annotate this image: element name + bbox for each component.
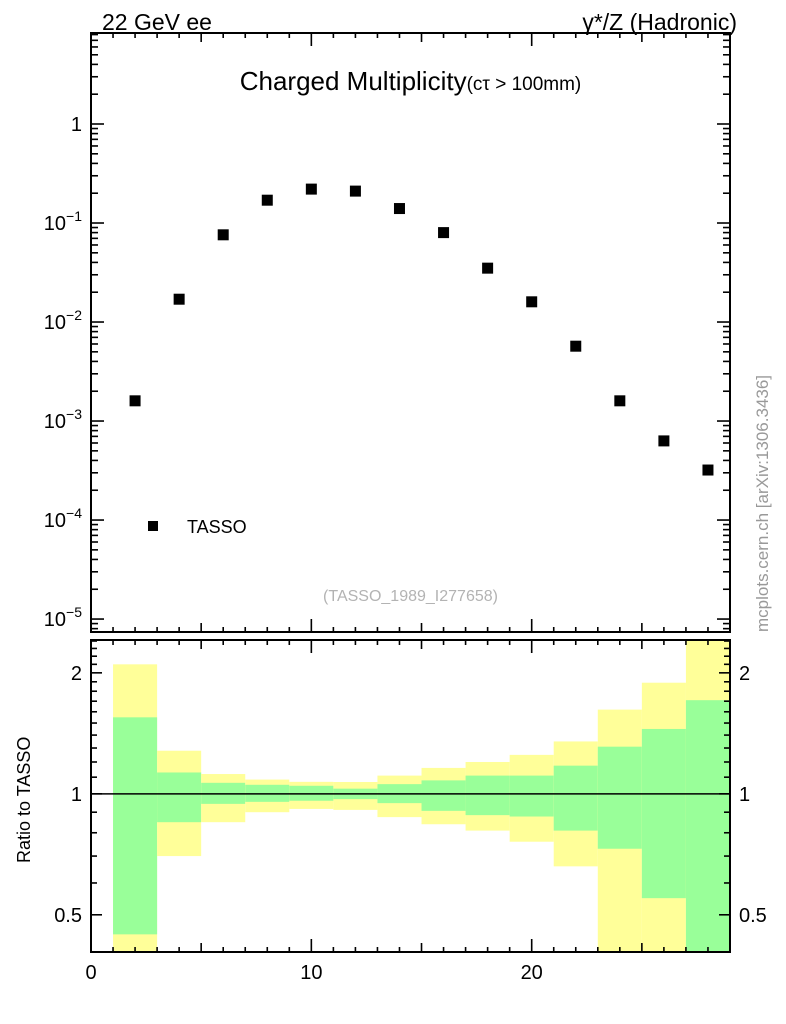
data-point-marker (393, 203, 405, 215)
process-label: γ*/Z (Hadronic) (582, 9, 737, 35)
data-point-marker (173, 293, 185, 305)
mcplots-arxiv-note: mcplots.cern.ch [arXiv:1306.3436] (753, 374, 772, 632)
data-point-marker (261, 194, 273, 206)
analysis-reference-watermark: (TASSO_1989_I277658) (323, 588, 498, 605)
x-tick-label: 0 (85, 962, 96, 984)
band-inner (157, 772, 202, 823)
band-inner (421, 780, 466, 811)
main-y-tick-label: 10−2 (44, 307, 82, 334)
data-point-marker (482, 262, 494, 274)
ratio-y-tick-label-left: 2 (71, 663, 82, 685)
main-y-ticks (90, 33, 731, 631)
data-point-marker (614, 395, 626, 407)
band-inner (553, 765, 598, 831)
main-y-tick-label: 10−5 (44, 604, 82, 631)
main-y-tick-label: 10−1 (44, 208, 82, 235)
ratio-axis-title: Ratio to TASSO (14, 736, 34, 863)
main-y-tick-label: 10−3 (44, 406, 82, 433)
ratio-plot: 0.5 0.51 12 20 10 20 (54, 639, 767, 984)
band-inner (597, 746, 642, 849)
data-point-marker (526, 296, 538, 308)
main-y-tick-label: 10−4 (44, 505, 82, 532)
x-tick-label: 20 (521, 962, 543, 984)
main-y-tick-label: 1 (71, 114, 82, 136)
data-point-marker (702, 464, 714, 476)
ratio-y-tick-label-left: 1 (71, 784, 82, 806)
band-inner (685, 700, 730, 952)
x-tick-label: 10 (300, 962, 322, 984)
main-plot-frame (90, 32, 731, 633)
ratio-y-tick-label-right: 0.5 (739, 905, 767, 927)
data-point-marker (570, 340, 582, 352)
beam-energy-label: 22 GeV ee (102, 9, 212, 35)
plot-title: Charged Multiplicity(cτ > 100mm) (91, 66, 730, 97)
band-inner (641, 728, 686, 899)
data-point-marker (129, 395, 141, 407)
band-inner (113, 717, 158, 935)
data-point-marker (658, 435, 670, 447)
ratio-y-tick-label-left: 0.5 (54, 905, 82, 927)
tasso-data-points (129, 183, 714, 476)
ratio-uncertainty-bands (113, 640, 730, 952)
main-plot: 1 10−1 10−2 10−3 10−4 10−5 (44, 32, 731, 633)
plot-title-suffix: (cτ > 100mm) (466, 74, 582, 95)
main-y-tick-labels: 1 10−1 10−2 10−3 10−4 10−5 (44, 114, 82, 631)
data-point-marker (217, 229, 229, 241)
ratio-y-tick-label-right: 2 (739, 663, 750, 685)
ratio-y-tick-label-right: 1 (739, 784, 750, 806)
legend-series-label: TASSO (187, 517, 247, 537)
band-inner (465, 775, 510, 816)
data-point-marker (438, 227, 450, 239)
band-inner (509, 775, 554, 817)
plot-title-text: Charged Multiplicity (239, 66, 467, 96)
data-point-marker (349, 185, 361, 197)
legend-square-marker-icon (148, 521, 158, 531)
data-point-marker (305, 183, 317, 195)
ratio-plot-frame (90, 639, 731, 953)
